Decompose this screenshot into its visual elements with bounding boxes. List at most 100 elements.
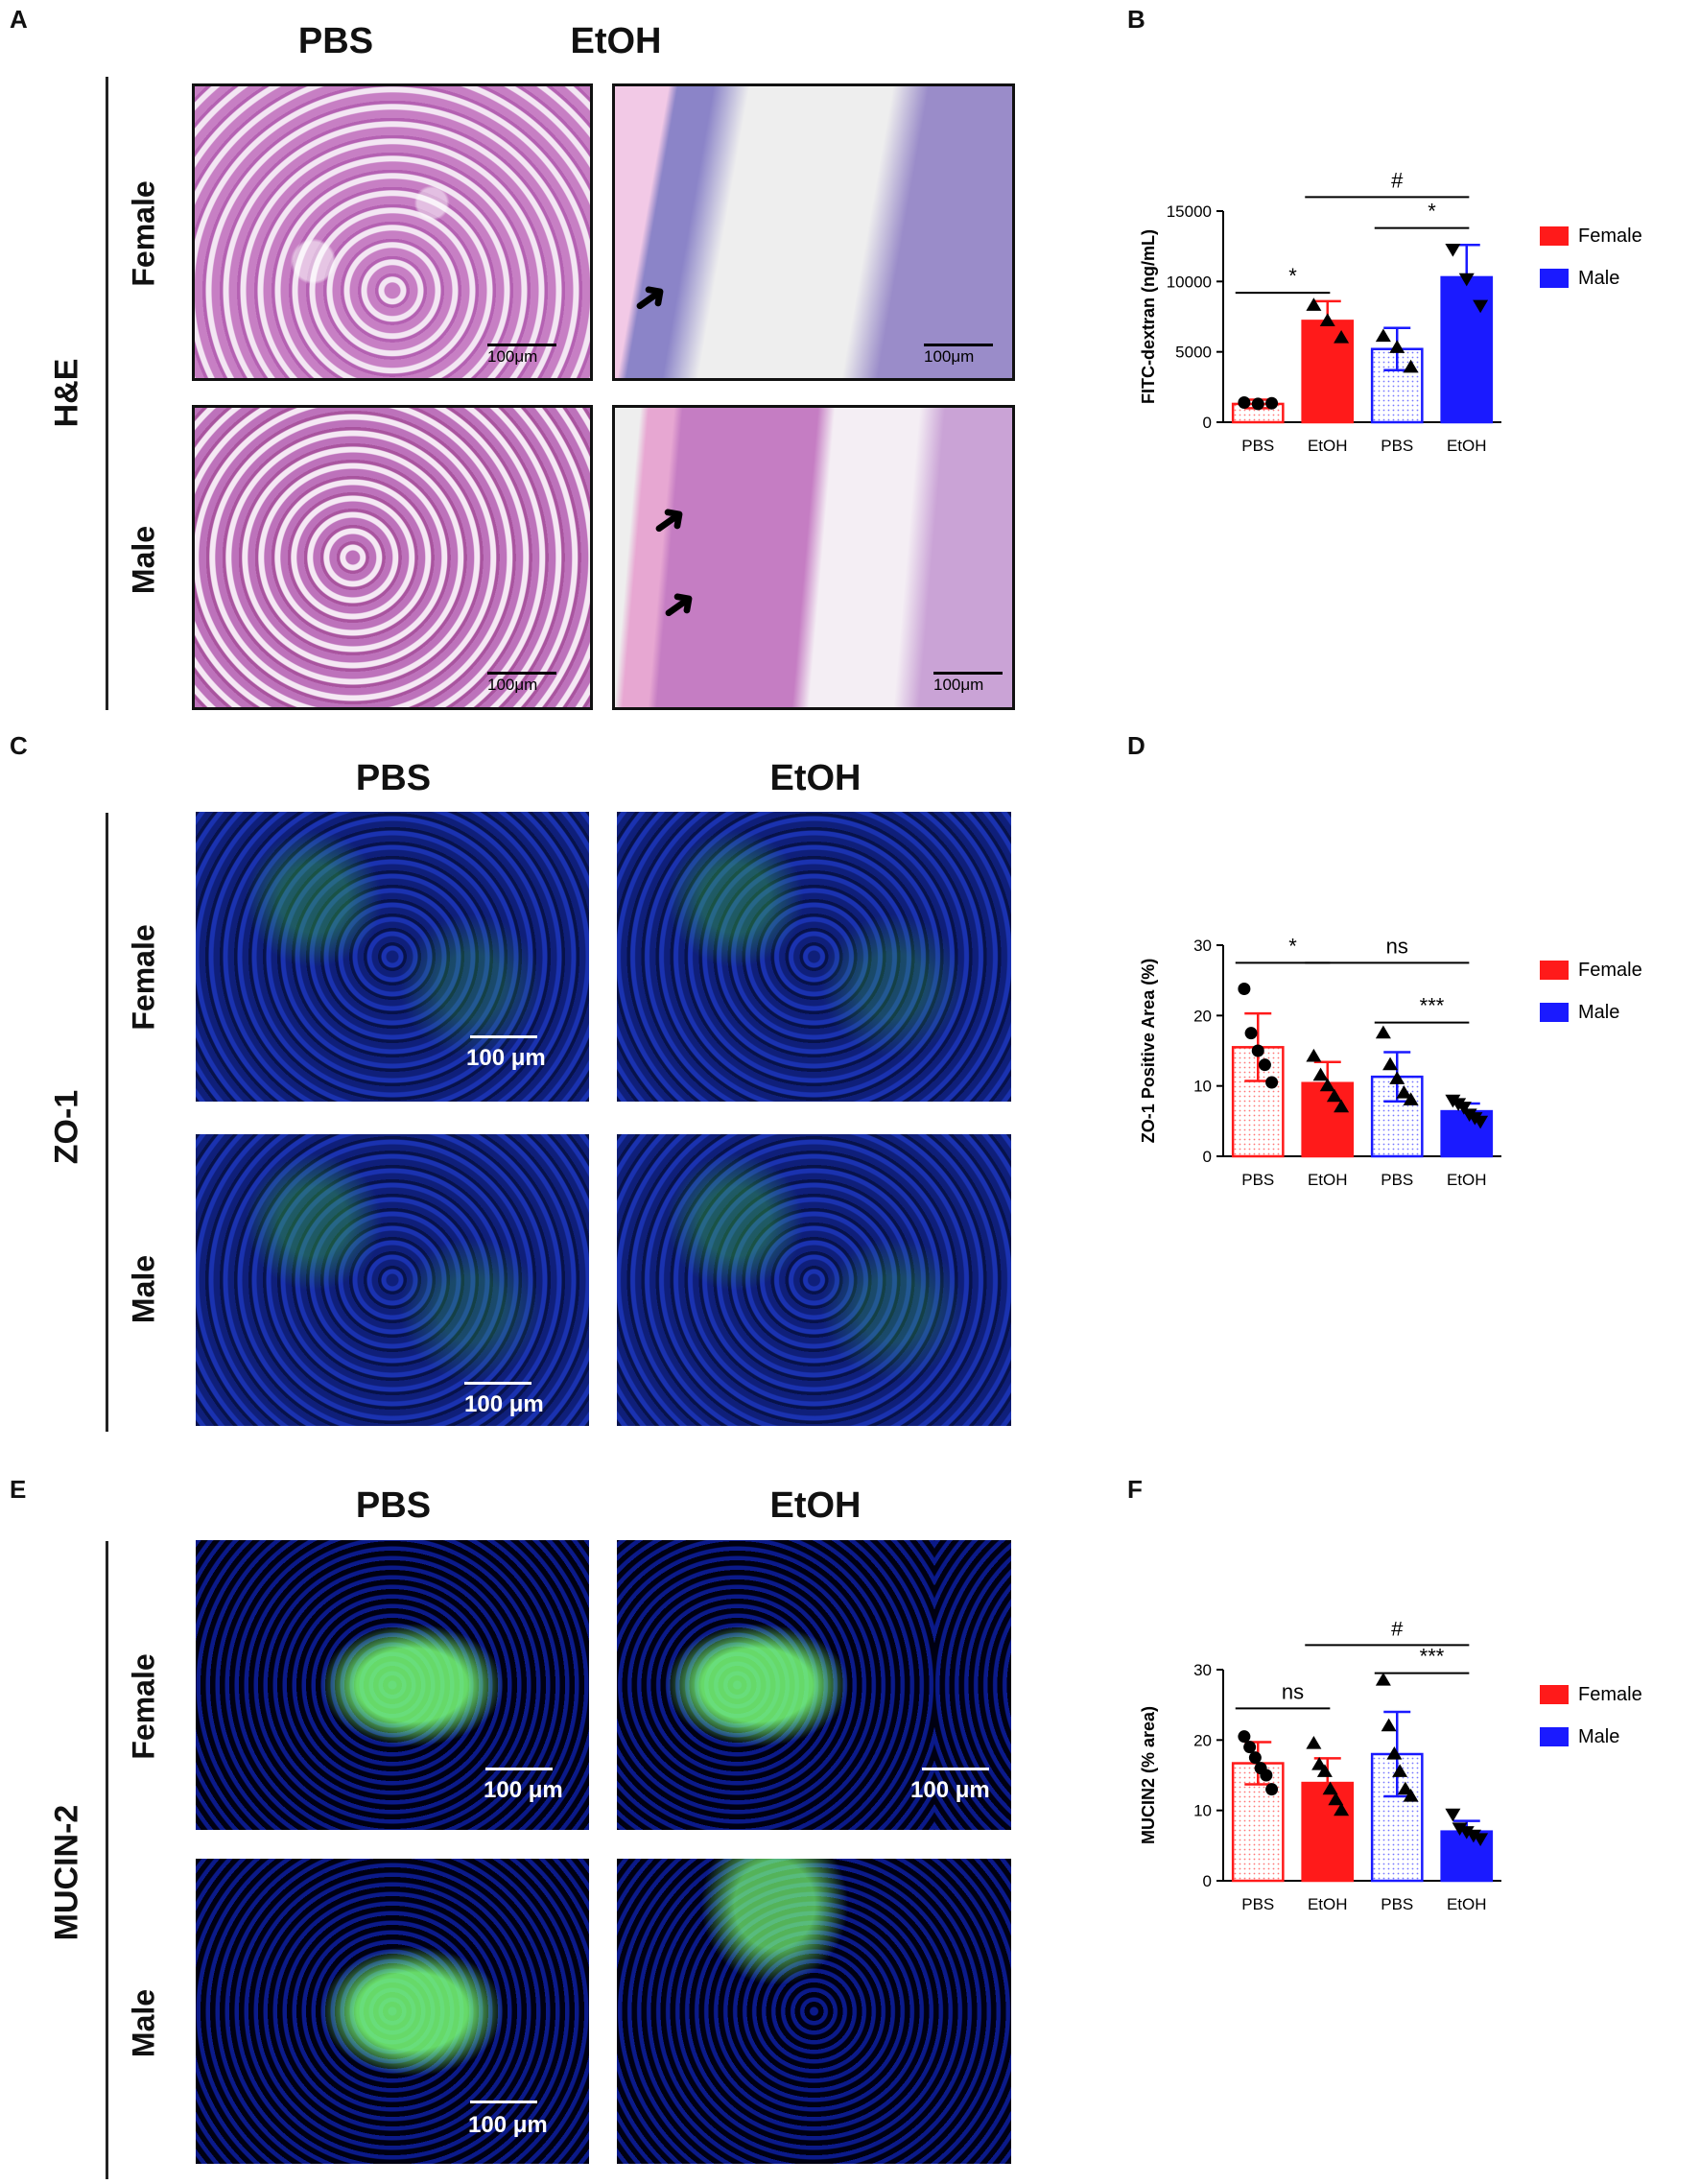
legend-label: Male <box>1578 268 1619 289</box>
panel-label-b: B <box>1127 5 1145 34</box>
y-tick-label: 0 <box>1203 1872 1212 1890</box>
significance-label: * <box>1288 264 1297 288</box>
panel-label-f: F <box>1127 1475 1143 1504</box>
x-tick-label: EtOH <box>1308 1171 1348 1189</box>
row-label-female-a: Female <box>126 180 161 287</box>
significance-label: ns <box>1386 934 1408 958</box>
data-point <box>1306 1048 1322 1062</box>
data-point <box>1306 1736 1322 1749</box>
data-point <box>1322 1781 1338 1795</box>
data-point <box>1396 1085 1412 1099</box>
significance-label: # <box>1391 168 1404 192</box>
data-point <box>1319 1078 1335 1092</box>
x-tick-label: PBS <box>1381 1895 1413 1913</box>
data-point <box>1243 1741 1257 1754</box>
data-point <box>1375 1673 1391 1686</box>
data-point <box>1238 1730 1251 1744</box>
data-point <box>1473 299 1489 314</box>
y-axis-label: ZO-1 Positive Area (%) <box>1139 959 1158 1143</box>
data-point <box>1319 313 1335 326</box>
significance-label: # <box>1391 1622 1404 1640</box>
significance-label: * <box>1428 200 1436 224</box>
panel-label-a: A <box>10 5 28 34</box>
data-point <box>1445 244 1461 257</box>
data-point <box>1392 1764 1408 1777</box>
data-point <box>1248 1751 1262 1765</box>
data-point <box>1397 1781 1413 1795</box>
micrograph-zo1-male-etoh <box>617 1134 1011 1426</box>
legend-label: Female <box>1578 960 1642 981</box>
y-axis-label: FITC-dextran (ng/mL) <box>1139 229 1158 404</box>
data-point <box>1473 1833 1489 1846</box>
data-point <box>1265 396 1279 410</box>
micrograph-mucin-male-etoh <box>617 1859 1011 2164</box>
scale-bar <box>487 672 556 675</box>
y-tick-label: 0 <box>1203 414 1212 432</box>
y-tick-label: 10 <box>1193 1078 1212 1096</box>
data-point <box>1238 395 1251 409</box>
legend-swatch <box>1540 1685 1569 1704</box>
row-label-male-a: Male <box>126 525 161 595</box>
micrograph-zo1-male-pbs: 100 μm <box>196 1134 589 1426</box>
scale-label: 100 μm <box>484 1777 563 1803</box>
y-tick-label: 10000 <box>1167 273 1212 291</box>
data-point <box>1458 1826 1475 1840</box>
data-point <box>1403 1092 1419 1105</box>
arrow-icon: ➜ <box>622 268 678 328</box>
scale-bar <box>922 1768 989 1770</box>
legend-swatch <box>1540 269 1569 288</box>
panel-label-d: D <box>1127 731 1145 760</box>
row-label-female-c: Female <box>126 924 161 1031</box>
micrograph-mucin-female-etoh: 100 μm <box>617 1540 1011 1830</box>
scale-label: 100μm <box>487 347 538 366</box>
row-divider-a <box>106 77 108 710</box>
x-tick-label: PBS <box>1241 1171 1274 1189</box>
y-tick-label: 20 <box>1193 1007 1212 1025</box>
x-tick-label: EtOH <box>1447 437 1487 455</box>
panel-label-c: C <box>10 731 28 760</box>
x-tick-label: EtOH <box>1308 437 1348 455</box>
arrow-icon: ➜ <box>641 490 697 551</box>
data-point <box>1326 1088 1342 1103</box>
data-point <box>1375 1025 1391 1039</box>
scale-label: 100 μm <box>466 1045 546 1071</box>
data-point <box>1445 1808 1461 1822</box>
scale-label: 100 μm <box>910 1777 990 1803</box>
scale-bar <box>487 344 556 346</box>
x-tick-label: PBS <box>1381 1171 1413 1189</box>
data-point <box>1381 1718 1397 1732</box>
col-header-pbs-e: PBS <box>355 1485 432 1526</box>
data-point <box>1251 1044 1264 1057</box>
y-tick-label: 15000 <box>1167 202 1212 221</box>
data-point <box>1306 297 1322 311</box>
data-point <box>1316 1764 1333 1777</box>
scale-label: 100μm <box>933 676 984 694</box>
data-point <box>1251 397 1264 411</box>
scale-label: 100μm <box>924 347 975 366</box>
significance-label: *** <box>1420 1645 1445 1669</box>
col-header-pbs-a: PBS <box>297 21 374 61</box>
micrograph-he-female-etoh: ➜ 100μm <box>612 83 1015 381</box>
data-point <box>1312 1067 1329 1081</box>
y-tick-label: 10 <box>1193 1802 1212 1820</box>
col-header-etoh-c: EtOH <box>769 758 862 798</box>
data-point <box>1403 1789 1419 1802</box>
scale-bar <box>924 344 993 346</box>
data-point <box>1375 328 1391 343</box>
chart-d: 0 10 20 30 ZO-1 Positive Area (%) PBS EtOH PBS E… <box>1139 934 1642 1189</box>
micrograph-zo1-female-etoh <box>617 812 1011 1102</box>
data-point <box>1465 1829 1481 1843</box>
scale-bar <box>470 2101 537 2103</box>
scale-label: 100 μm <box>464 1391 544 1417</box>
legend-label: Male <box>1578 1002 1619 1023</box>
x-tick-label: EtOH <box>1447 1171 1487 1189</box>
row-label-female-e: Female <box>126 1653 161 1760</box>
scale-bar <box>470 1035 537 1038</box>
row-divider-c <box>106 813 108 1432</box>
row-label-male-c: Male <box>126 1254 161 1324</box>
data-point <box>1389 1071 1405 1084</box>
col-header-etoh-a: EtOH <box>570 21 662 61</box>
x-tick-label: EtOH <box>1308 1895 1348 1913</box>
y-axis-label: MUCIN2 (% area) <box>1139 1706 1158 1844</box>
stain-label-mucin: MUCIN-2 <box>48 1804 85 1941</box>
